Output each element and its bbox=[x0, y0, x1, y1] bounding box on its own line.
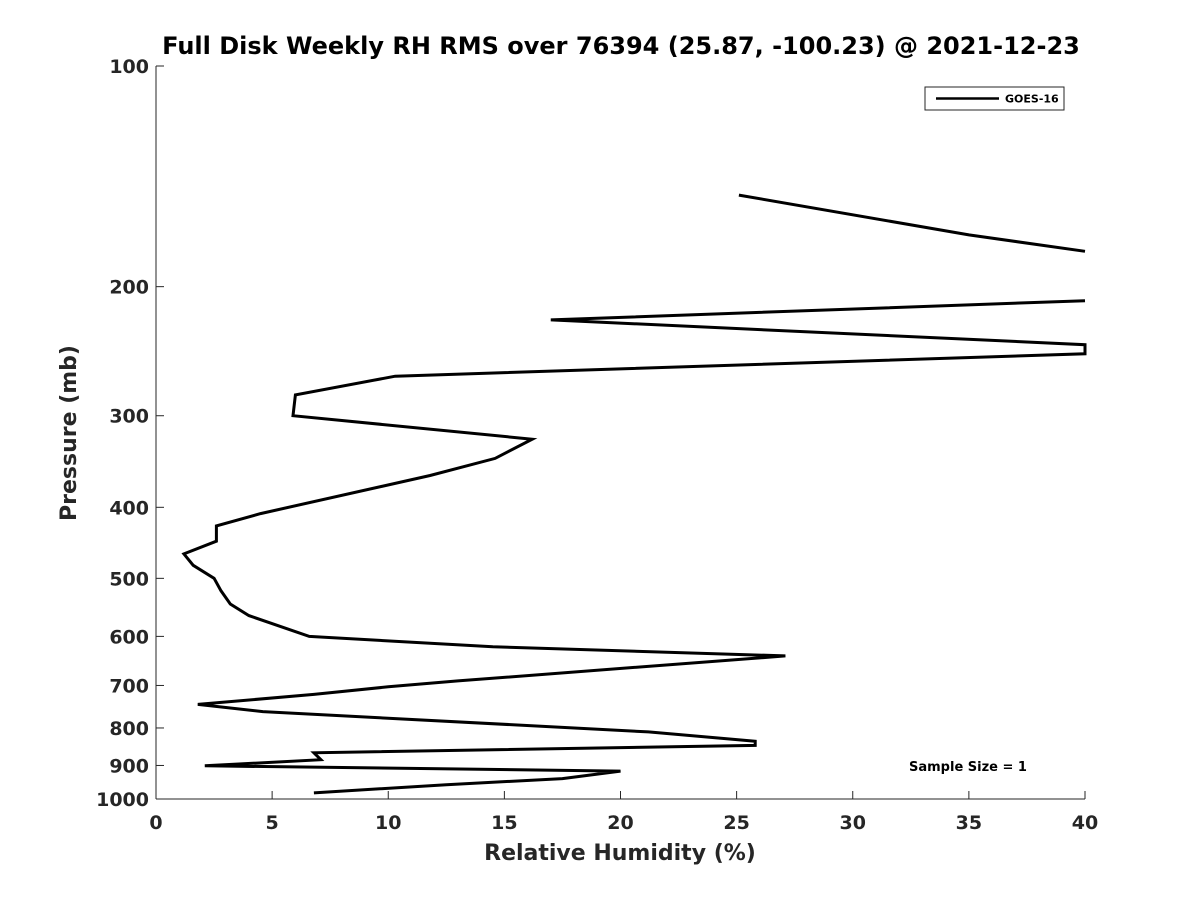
x-tick-label: 10 bbox=[375, 812, 401, 834]
x-tick-label: 40 bbox=[1072, 812, 1098, 834]
legend-label-goes-16: GOES-16 bbox=[1005, 93, 1059, 106]
sample-size-annotation: Sample Size = 1 bbox=[909, 760, 1027, 775]
legend: GOES-16 bbox=[924, 86, 1065, 111]
series-layer bbox=[181, 193, 1087, 795]
y-tick-label: 900 bbox=[109, 755, 149, 777]
y-tick-label: 200 bbox=[109, 277, 149, 299]
x-tick-label: 30 bbox=[840, 812, 866, 834]
y-tick-label: 700 bbox=[109, 675, 149, 697]
y-axis-label: Pressure (mb) bbox=[57, 345, 82, 521]
x-tick-label: 25 bbox=[723, 812, 749, 834]
chart-title: Full Disk Weekly RH RMS over 76394 (25.8… bbox=[162, 32, 1080, 60]
x-tick-label: 5 bbox=[266, 812, 279, 834]
x-tick-label: 15 bbox=[491, 812, 517, 834]
x-tick-label: 0 bbox=[149, 812, 162, 834]
y-tick-label: 600 bbox=[109, 626, 149, 648]
y-axis-ticks: 100 200 300 400 500 600 700 800 900 1000 bbox=[96, 56, 164, 811]
y-tick-label: 1000 bbox=[96, 789, 149, 811]
y-tick-label: 800 bbox=[109, 718, 149, 740]
series-line-goes-16-segment-1 bbox=[738, 193, 1086, 253]
plot-area bbox=[155, 66, 1085, 800]
x-axis-ticks: 0 5 10 15 20 25 30 35 40 bbox=[149, 791, 1098, 834]
x-tick-label: 20 bbox=[607, 812, 633, 834]
y-tick-label: 400 bbox=[109, 497, 149, 519]
y-tick-label: 100 bbox=[109, 56, 149, 78]
x-tick-label: 35 bbox=[956, 812, 982, 834]
series-line-goes-16-segment-2 bbox=[181, 299, 1087, 795]
y-tick-label: 300 bbox=[109, 406, 149, 428]
y-tick-label: 500 bbox=[109, 568, 149, 590]
x-axis-label: Relative Humidity (%) bbox=[484, 841, 756, 866]
